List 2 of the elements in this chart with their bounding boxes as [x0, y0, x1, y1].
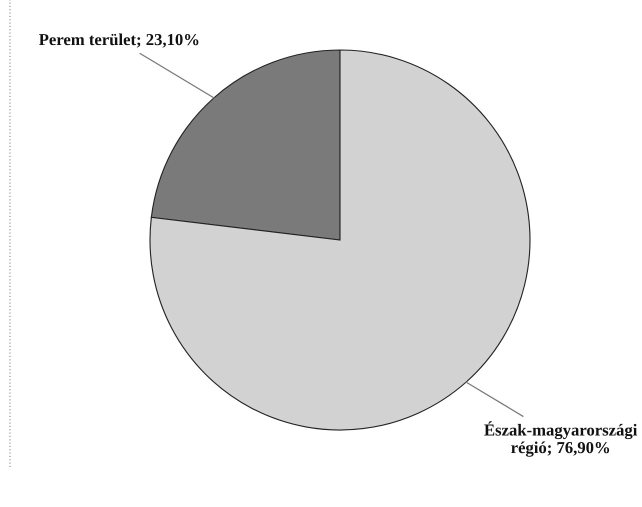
slice-label: Perem terület; 23,10% — [39, 33, 198, 48]
slice-label: Észak-magyarországi régió; 76,90% — [484, 421, 638, 457]
